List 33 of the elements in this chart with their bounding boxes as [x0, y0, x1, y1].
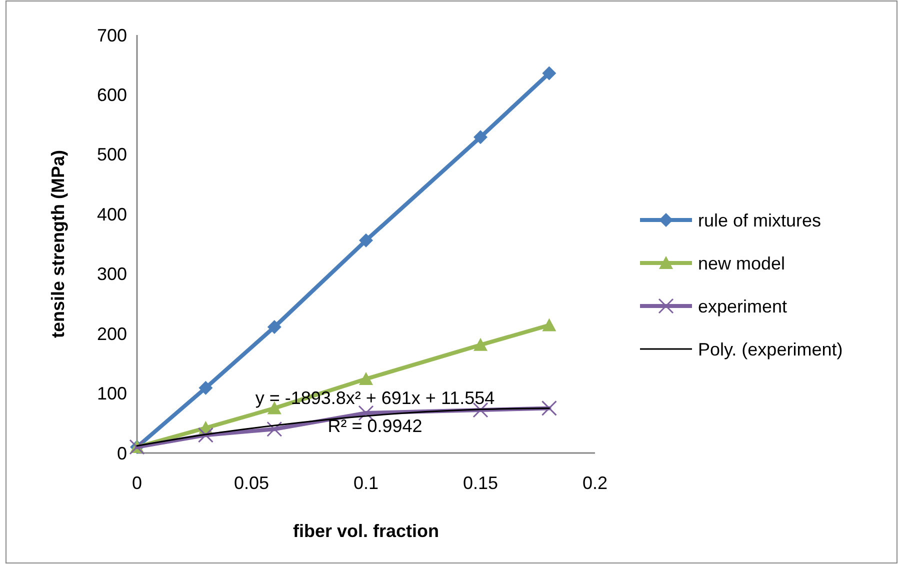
- y-tick-label: 300: [96, 264, 127, 284]
- point: [542, 66, 556, 80]
- y-axis-title: tensile strength (MPa): [48, 150, 68, 338]
- y-tick-label: 400: [96, 204, 127, 224]
- legend-label: rule of mixtures: [698, 210, 822, 230]
- x-axis-title: fiber vol. fraction: [292, 521, 440, 541]
- point: [474, 338, 488, 351]
- x-tick-label: 0.15: [462, 473, 498, 493]
- point: [542, 318, 556, 332]
- point: [474, 130, 488, 144]
- x-tick-label: 0.1: [353, 473, 379, 493]
- legend-label: Poly. (experiment): [698, 339, 843, 360]
- x-tick-label: 0: [132, 473, 142, 493]
- point: [359, 372, 373, 385]
- point: [541, 400, 557, 416]
- point: [198, 380, 213, 395]
- legend-label: experiment: [698, 296, 788, 316]
- annotation: R² = 0.9942: [328, 416, 422, 436]
- point: [266, 421, 282, 437]
- y-tick-label: 100: [96, 384, 127, 404]
- point: [358, 405, 374, 421]
- legend-label: new model: [698, 253, 786, 274]
- point: [198, 427, 214, 443]
- y-tick-label: 600: [96, 85, 127, 106]
- point: [359, 233, 373, 248]
- point: [267, 401, 282, 414]
- y-tick-label: 0: [116, 443, 127, 464]
- y-tick-label: 200: [96, 324, 127, 344]
- y-tick-label: 700: [96, 25, 127, 46]
- y-tick-label: 500: [96, 144, 127, 165]
- point: [267, 320, 282, 334]
- x-tick-label: 0.2: [582, 473, 608, 493]
- x-tick-label: 0.05: [234, 473, 270, 493]
